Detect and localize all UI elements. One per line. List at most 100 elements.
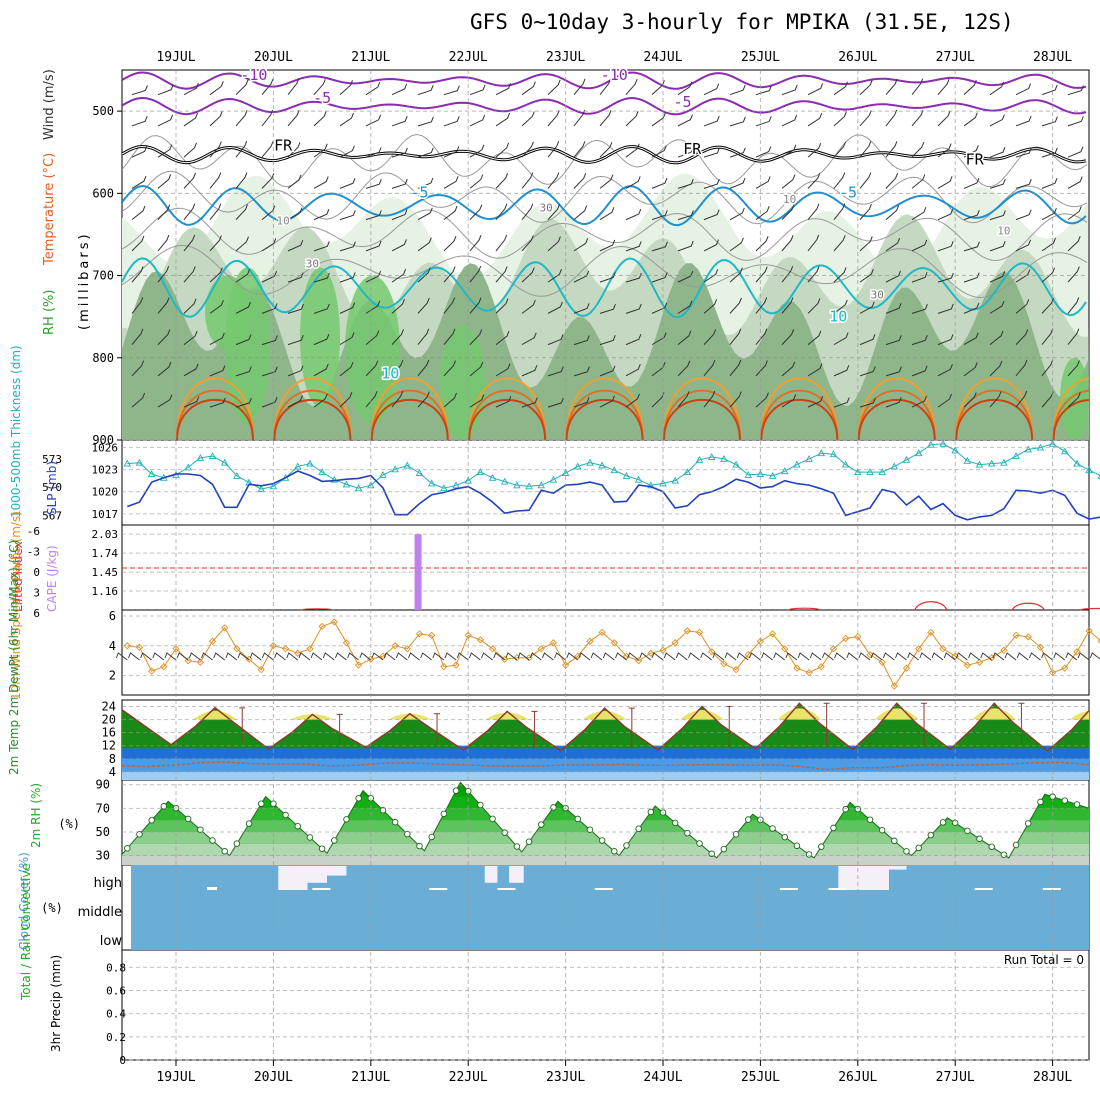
wind-barb	[417, 84, 434, 96]
warm-contour	[662, 377, 741, 440]
ytick-label: 0.6	[106, 985, 126, 998]
wind-barb	[989, 210, 1006, 221]
wind-barb	[547, 204, 560, 220]
wind-barb	[911, 335, 928, 346]
rh-point	[550, 804, 557, 811]
wind-barb	[391, 178, 408, 189]
wind-speed-point	[330, 618, 338, 626]
wind-barb	[287, 142, 301, 158]
xtick-label-top: 19JUL	[156, 50, 195, 65]
wind-barb	[495, 363, 511, 377]
wind-barb-10m	[237, 652, 250, 661]
wind-barb	[781, 235, 794, 252]
wind-speed-point	[915, 645, 923, 653]
rh-point	[318, 845, 326, 852]
warm-contour	[857, 389, 936, 440]
temp-max-cap	[874, 708, 919, 720]
wind-speed-point	[452, 661, 460, 669]
thickness-point	[793, 460, 801, 468]
wind-barb	[521, 235, 534, 252]
rh-point	[306, 834, 314, 841]
contour-label: -5	[410, 183, 428, 201]
lifted-index-mark	[787, 607, 821, 611]
wind-barb	[781, 114, 798, 127]
wind-barb	[911, 78, 924, 95]
wind-speed-point	[939, 645, 947, 653]
thickness-point	[622, 471, 631, 479]
rh-point	[586, 826, 594, 833]
wind-speed-point	[1024, 633, 1032, 641]
warm-contour	[565, 398, 644, 440]
wind-barb	[599, 335, 616, 346]
warm-contour	[370, 389, 449, 440]
wind-barb-10m	[371, 652, 384, 661]
wind-barb	[339, 361, 354, 377]
thickness-point	[914, 449, 923, 457]
wind-barb	[365, 179, 382, 189]
cloud-high-gap	[838, 866, 889, 890]
rh-point	[915, 844, 922, 852]
wind-barb	[1067, 146, 1084, 158]
wind-barb	[781, 329, 795, 345]
warm-contour	[1052, 377, 1089, 440]
wind-barb	[989, 330, 1004, 346]
thickness-point	[1073, 459, 1081, 467]
temp-line	[122, 702, 1089, 752]
ytick-label: -3	[27, 546, 40, 559]
wind-barb	[755, 116, 772, 127]
wind-barb	[443, 205, 458, 221]
rh-point	[574, 815, 582, 823]
wind-barb	[573, 141, 586, 158]
wind-barb	[365, 81, 381, 96]
wind-speed-point	[549, 639, 558, 647]
wind-barb	[131, 328, 144, 345]
cloud-row-label: high	[94, 876, 122, 891]
wind-speed-point	[635, 657, 643, 665]
wind-barb	[651, 302, 668, 314]
wind-barb-10m	[395, 652, 408, 661]
xtick-label-bottom: 24JUL	[643, 1070, 682, 1085]
wind-barb-10m	[310, 652, 323, 661]
contour-label: 10	[381, 364, 399, 382]
thickness-point	[257, 485, 265, 493]
ytick-label: 1.16	[92, 585, 119, 598]
wind-barb-10m	[1004, 652, 1017, 661]
wind-barb	[937, 176, 953, 189]
wind-barb	[365, 114, 382, 127]
wind-barb	[755, 297, 768, 314]
wind-barb	[677, 391, 690, 408]
rh-point	[513, 843, 521, 850]
rh-point	[124, 845, 131, 852]
rh-point	[623, 842, 630, 849]
wind-barb	[729, 359, 742, 377]
warm-contour	[273, 389, 352, 440]
wind-barb	[131, 266, 144, 283]
wind-speed-point	[281, 645, 290, 653]
wind-barb	[677, 300, 693, 314]
wind-barb	[469, 174, 484, 189]
thickness-point	[647, 481, 655, 489]
wind-speed-point	[306, 645, 314, 653]
wind-barb	[157, 361, 172, 377]
thickness-point	[598, 461, 606, 469]
wind-speed-point	[963, 661, 972, 669]
wind-barb	[495, 83, 511, 96]
xtick-label-top: 20JUL	[254, 50, 293, 65]
wind-barb	[443, 146, 460, 158]
wind-barb	[287, 207, 303, 221]
ytick-label: 800	[92, 351, 114, 365]
xtick-label-bottom: 23JUL	[546, 1070, 585, 1085]
wind-barb	[521, 332, 537, 346]
ytick-label: 0	[119, 1054, 126, 1067]
rh-point	[404, 830, 411, 838]
rh-point	[964, 827, 971, 835]
wind-barb	[235, 204, 248, 220]
wind-barb	[183, 234, 196, 252]
wind-barb-10m	[797, 652, 810, 661]
rh-point	[744, 816, 752, 823]
wind-barb	[1015, 329, 1029, 345]
wind-barb	[729, 177, 746, 189]
wind-barb	[313, 241, 330, 252]
cloud-high-gap	[484, 866, 498, 883]
wind-barb	[755, 328, 768, 345]
